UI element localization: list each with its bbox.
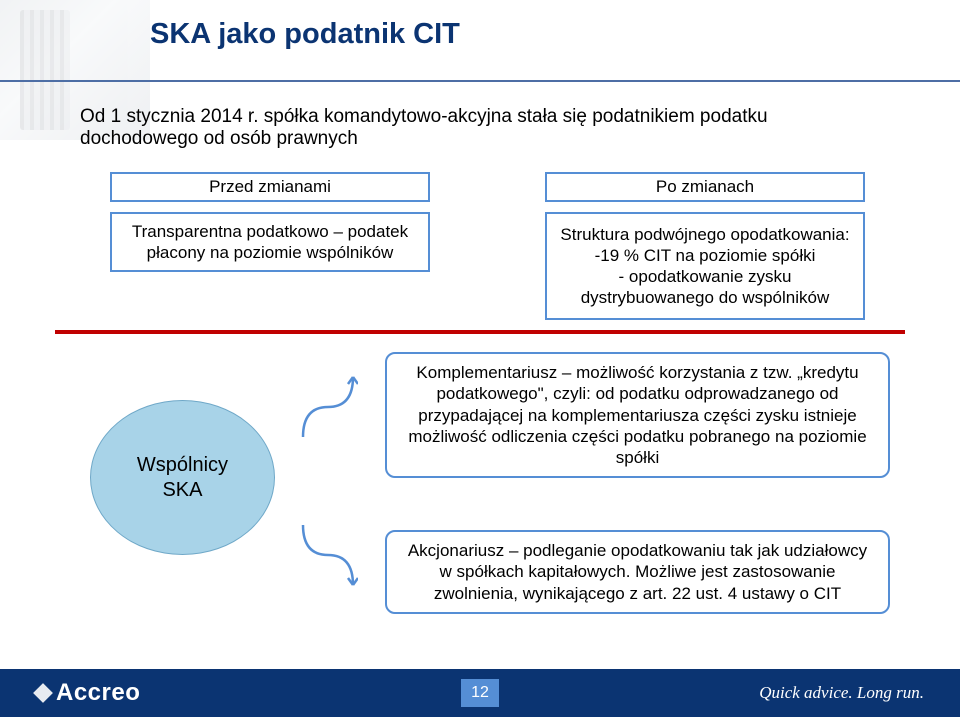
page-number: 12 xyxy=(461,679,499,707)
red-separator xyxy=(55,330,905,334)
brand-text: Accreo xyxy=(56,679,140,707)
after-body-text: Struktura podwójnego opodatkowania: -19 … xyxy=(557,224,853,309)
footer-tagline: Quick advice. Long run. xyxy=(759,683,924,703)
title-wrap: SKA jako podatnik CIT xyxy=(150,18,460,51)
ellipse-wrap: Wspólnicy SKA xyxy=(90,400,275,555)
brand-logo-icon xyxy=(33,683,53,703)
title-underline xyxy=(0,80,960,82)
before-header-box: Przed zmianami xyxy=(110,172,430,202)
after-header-box: Po zmianach xyxy=(545,172,865,202)
footer-brand: Accreo xyxy=(36,679,140,707)
ellipse-label: Wspólnicy SKA xyxy=(137,453,228,503)
info-box-akcjonariusz: Akcjonariusz – podleganie opodatkowaniu … xyxy=(385,530,890,614)
after-body-box: Struktura podwójnego opodatkowania: -19 … xyxy=(545,212,865,320)
page-title: SKA jako podatnik CIT xyxy=(150,18,460,51)
connector-top xyxy=(298,372,358,442)
before-body-box: Transparentna podatkowo – podatek płacon… xyxy=(110,212,430,272)
page-number-text: 12 xyxy=(471,684,489,702)
before-body-text: Transparentna podatkowo – podatek płacon… xyxy=(122,221,418,264)
info-top-text: Komplementariusz – możliwość korzystania… xyxy=(408,363,866,467)
after-header-label: Po zmianach xyxy=(557,176,853,197)
info-box-komplementariusz: Komplementariusz – możliwość korzystania… xyxy=(385,352,890,478)
partners-ellipse: Wspólnicy SKA xyxy=(90,400,275,555)
info-bot-text: Akcjonariusz – podleganie opodatkowaniu … xyxy=(408,541,867,603)
before-header-label: Przed zmianami xyxy=(122,176,418,197)
intro-text: Od 1 stycznia 2014 r. spółka komandytowo… xyxy=(80,106,880,150)
connector-bottom xyxy=(298,520,358,590)
